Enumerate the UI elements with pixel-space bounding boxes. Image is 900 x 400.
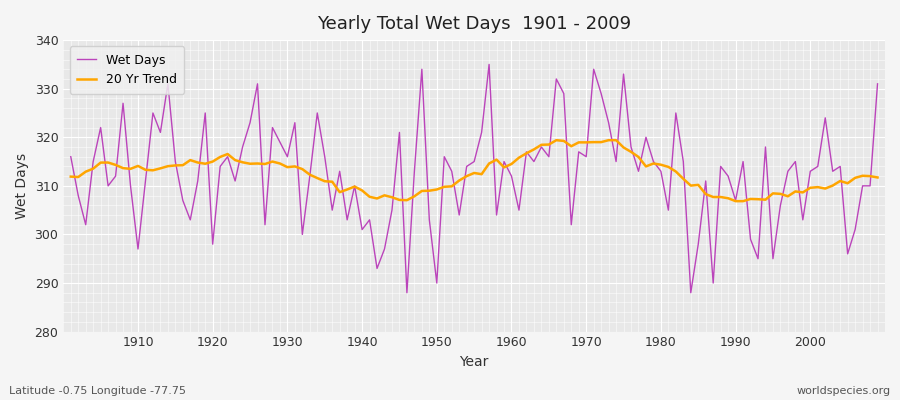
20 Yr Trend [506, 162, 517, 166]
20 Yr Trend [730, 199, 741, 204]
20 Yr Trend [125, 166, 136, 171]
Title: Yearly Total Wet Days  1901 - 2009: Yearly Total Wet Days 1901 - 2009 [317, 15, 631, 33]
20 Yr Trend [603, 138, 614, 142]
Wet Days [521, 150, 532, 154]
20 Yr Trend [872, 175, 883, 180]
Wet Days [514, 208, 525, 212]
X-axis label: Year: Year [460, 355, 489, 369]
Wet Days [483, 62, 494, 67]
Wet Days [334, 169, 345, 174]
20 Yr Trend [499, 165, 509, 170]
Y-axis label: Wet Days: Wet Days [15, 153, 29, 219]
20 Yr Trend [290, 164, 301, 169]
Line: Wet Days: Wet Days [71, 64, 878, 293]
Text: Latitude -0.75 Longitude -77.75: Latitude -0.75 Longitude -77.75 [9, 386, 186, 396]
Wet Days [401, 290, 412, 295]
20 Yr Trend [551, 138, 562, 142]
Wet Days [872, 82, 883, 86]
20 Yr Trend [66, 174, 77, 179]
Wet Days [66, 154, 77, 159]
Wet Days [611, 159, 622, 164]
20 Yr Trend [334, 190, 345, 194]
Line: 20 Yr Trend: 20 Yr Trend [71, 140, 878, 201]
Wet Days [290, 120, 301, 125]
Legend: Wet Days, 20 Yr Trend: Wet Days, 20 Yr Trend [69, 46, 184, 94]
Text: worldspecies.org: worldspecies.org [796, 386, 891, 396]
Wet Days [125, 184, 136, 188]
